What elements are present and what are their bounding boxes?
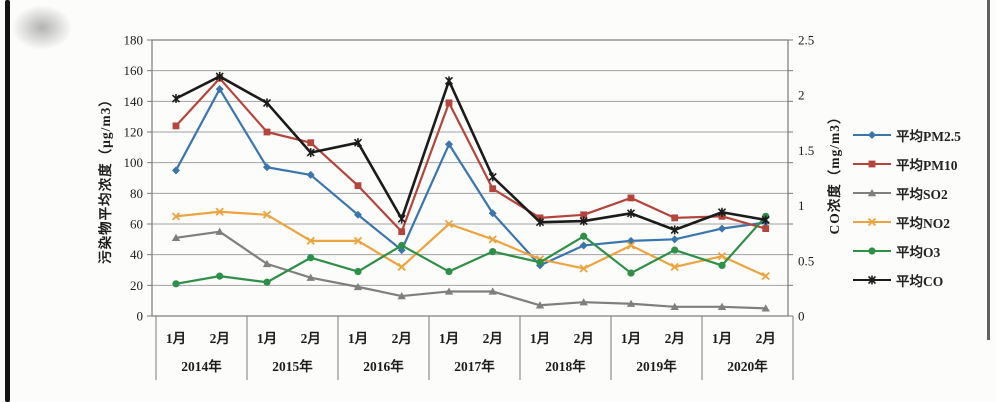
- x-axis-band: 1月 2月 2014年 1月 2月 2015年 1月 2月 2016年 1月 2月 2017年 1月 2月…: [155, 316, 794, 380]
- year-label: 2019年: [636, 358, 677, 374]
- year-label: 2014年: [181, 358, 222, 374]
- left-axis-title: 污染物平均浓度（μg/m3）: [98, 92, 113, 264]
- left-axis-tick-label: 100: [124, 155, 144, 170]
- month-label: 2月: [392, 331, 412, 346]
- legend-label-no2: 平均NO2: [896, 215, 950, 231]
- series-平均PM2.5: [172, 85, 770, 270]
- gridlines: 0 20 40 60 80 100 120 140 160 180 0 0.5 1 1.5 2 2.5: [124, 33, 815, 324]
- left-axis-tick-label: 140: [124, 94, 144, 109]
- year-label: 2016年: [363, 358, 404, 374]
- pm10-series-marker-icon: [853, 160, 891, 167]
- month-label: 2月: [301, 331, 321, 346]
- year-label: 2018年: [545, 358, 586, 374]
- left-axis-tick-label: 60: [130, 217, 143, 232]
- month-label: 1月: [439, 331, 459, 346]
- photo-edge-right: [987, 0, 990, 340]
- month-label: 1月: [166, 331, 186, 346]
- chart-legend: 平均PM2.5 平均PM10 平均SO2 平均NO2 平均O3 平均CO: [851, 120, 961, 294]
- right-axis-tick-label: 0.5: [798, 253, 814, 268]
- left-axis-tick-label: 80: [130, 186, 143, 201]
- year-label: 2017年: [454, 358, 495, 374]
- month-label: 1月: [348, 331, 368, 346]
- month-label: 2月: [756, 331, 776, 346]
- no2-series-marker-icon: [853, 217, 891, 226]
- right-axis-tick-label: 2: [798, 88, 805, 103]
- left-axis-tick-label: 0: [137, 309, 144, 324]
- left-axis-tick-label: 120: [124, 125, 144, 140]
- right-axis-tick-label: 1: [798, 198, 805, 213]
- series-平均NO2: [171, 207, 770, 281]
- month-label: 1月: [530, 331, 550, 346]
- month-label: 2月: [665, 331, 685, 346]
- legend-label-pm25: 平均PM2.5: [896, 128, 961, 144]
- legend-item-pm10: 平均PM10: [851, 149, 961, 178]
- o3-series-marker-icon: [853, 246, 891, 255]
- month-label: 1月: [257, 331, 277, 346]
- photo-corner-smudge: [12, 5, 72, 50]
- legend-label-co: 平均CO: [896, 273, 944, 289]
- month-label: 2月: [210, 331, 230, 346]
- left-axis-tick-label: 160: [124, 63, 144, 78]
- legend-item-o3: 平均O3: [851, 236, 961, 265]
- month-label: 1月: [712, 331, 732, 346]
- legend-label-o3: 平均O3: [896, 244, 941, 260]
- legend-item-co: 平均CO: [851, 265, 961, 294]
- series-平均CO: [171, 71, 770, 235]
- month-label: 2月: [483, 331, 503, 346]
- year-label: 2015年: [272, 358, 313, 374]
- month-label: 2月: [574, 331, 594, 346]
- pm25-series-marker-icon: [853, 130, 891, 139]
- co-series-marker-icon: [853, 275, 891, 284]
- left-axis-tick-label: 20: [130, 278, 143, 293]
- legend-item-so2: 平均SO2: [851, 178, 961, 207]
- right-axis-tick-label: 1.5: [798, 143, 814, 158]
- plot-border: [151, 39, 789, 317]
- month-label: 1月: [621, 331, 641, 346]
- legend-label-pm10: 平均PM10: [896, 157, 958, 173]
- right-axis-tick-label: 2.5: [798, 33, 814, 48]
- left-axis-tick-label: 40: [130, 247, 143, 262]
- legend-item-pm25: 平均PM2.5: [851, 120, 961, 149]
- photo-edge-left: [5, 0, 10, 402]
- so2-series-marker-icon: [853, 188, 891, 196]
- right-axis-title: CO浓度（mg/m3）: [827, 109, 842, 235]
- series-平均SO2: [171, 227, 770, 312]
- left-axis-tick-label: 180: [124, 33, 144, 48]
- legend-label-so2: 平均SO2: [896, 186, 948, 202]
- right-axis-tick-label: 0: [798, 309, 805, 324]
- year-label: 2020年: [727, 358, 768, 374]
- legend-item-no2: 平均NO2: [851, 207, 961, 236]
